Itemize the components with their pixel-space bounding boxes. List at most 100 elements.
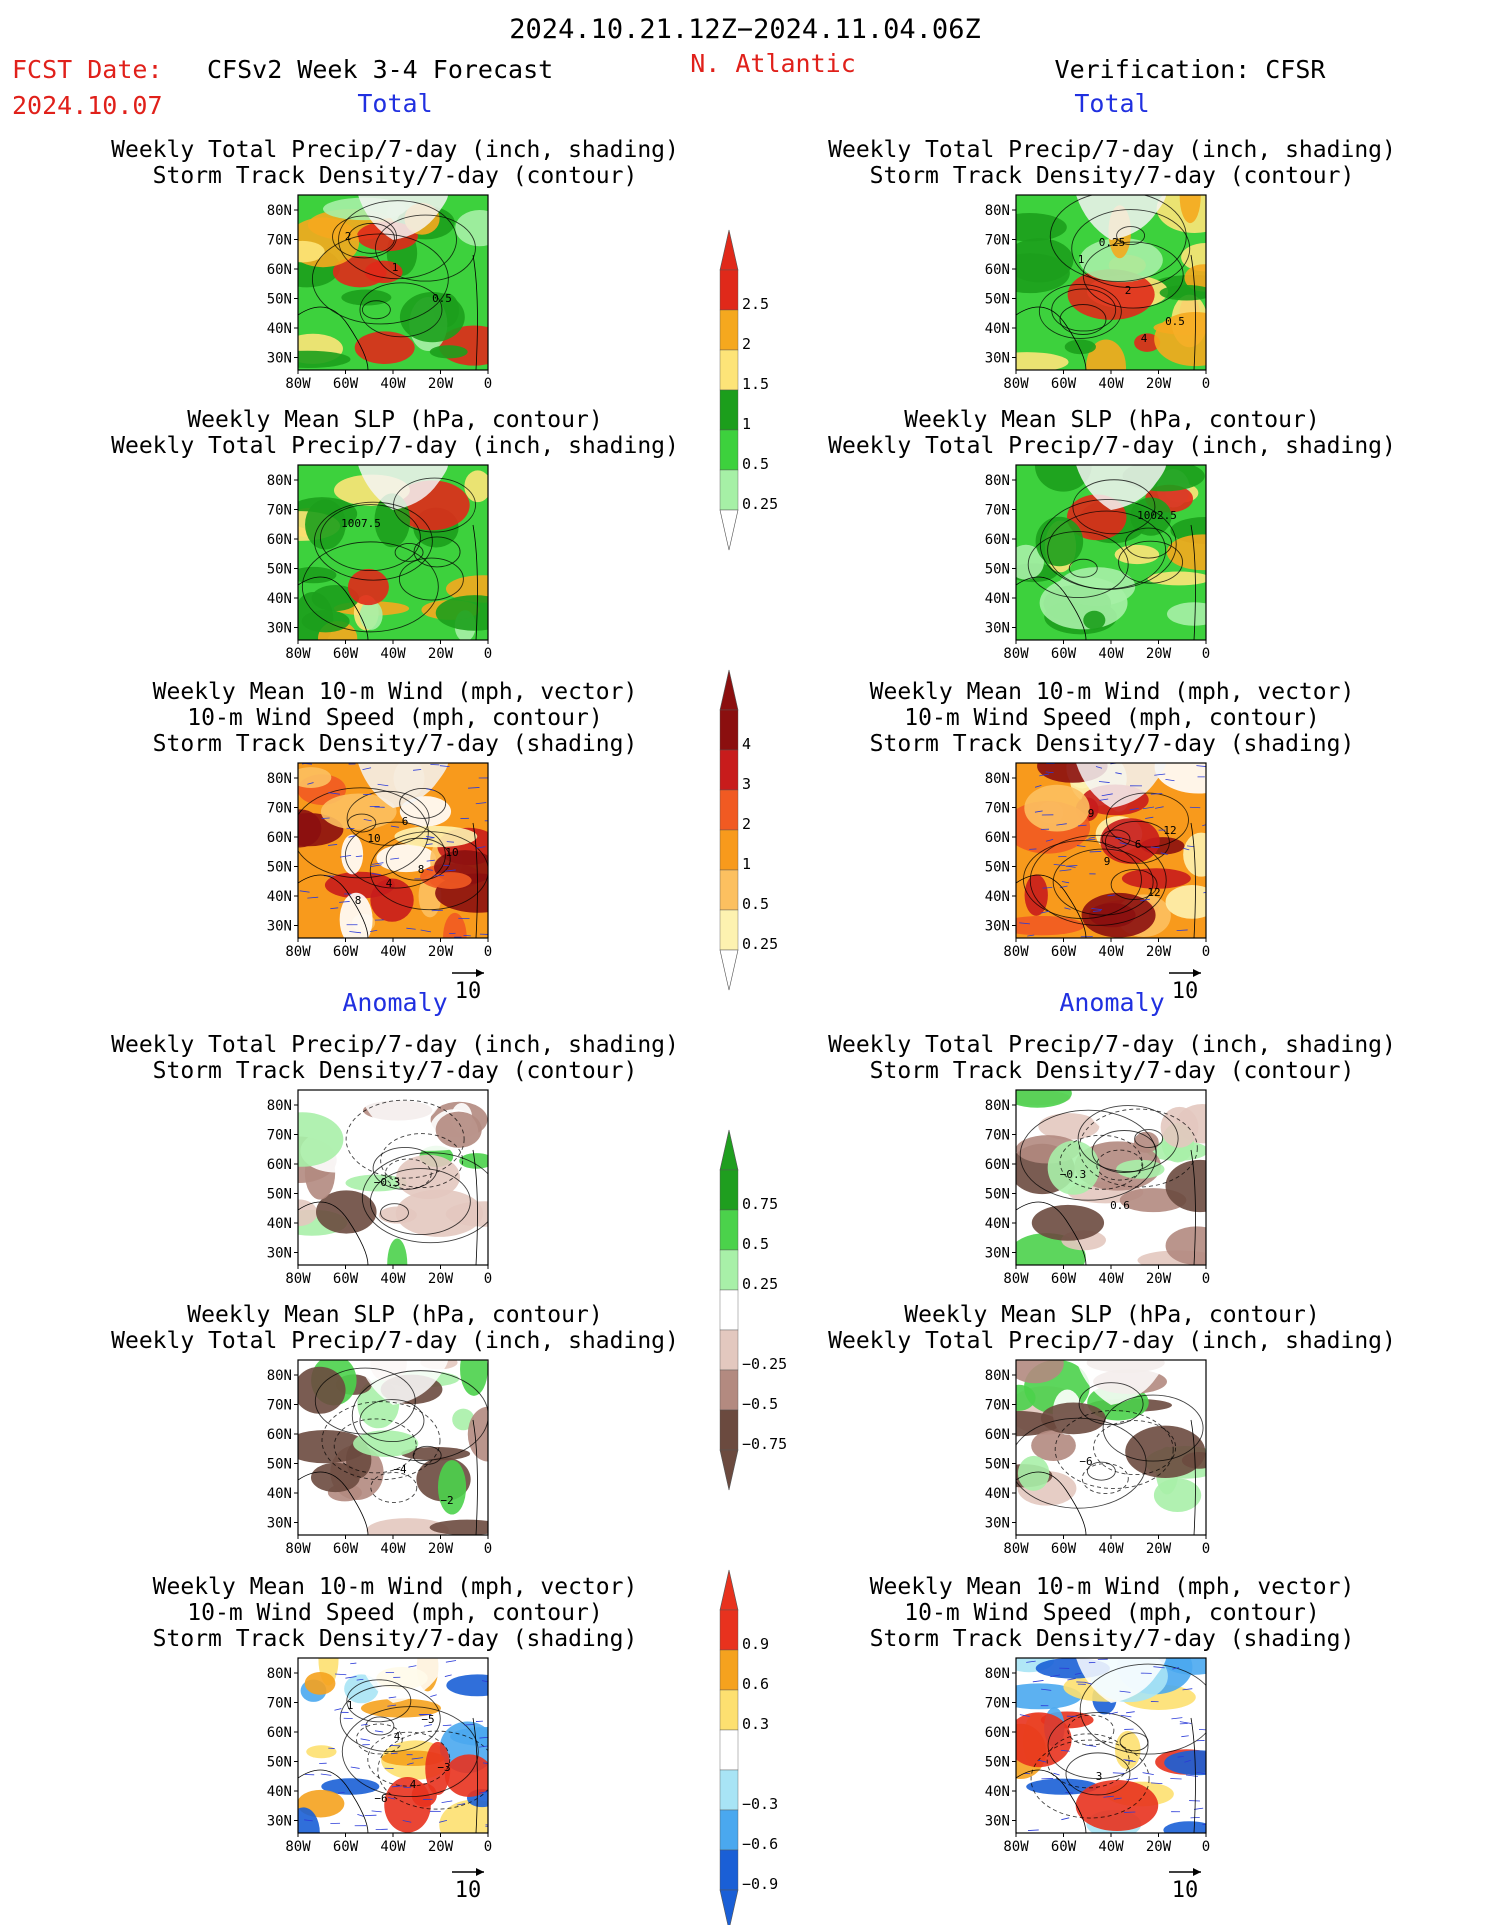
- lat-tick-label: 80N: [985, 1098, 1010, 1114]
- lon-tick-label: 60W: [333, 1541, 359, 1557]
- map-panel-ft2: Weekly Mean SLP (hPa, contour)Weekly Tot…: [111, 407, 679, 662]
- lat-tick-label: 60N: [267, 262, 292, 278]
- map-panel-vt1: Weekly Total Precip/7-day (inch, shading…: [828, 137, 1396, 392]
- vector-reference-label: 10: [1172, 1878, 1199, 1903]
- lat-tick-label: 60N: [985, 532, 1010, 548]
- map-field: −0.3: [298, 1090, 488, 1265]
- map-title: 10-m Wind Speed (mph, contour): [904, 1600, 1319, 1626]
- map-title: Weekly Mean SLP (hPa, contour): [904, 1302, 1319, 1328]
- section-total-left: Total: [357, 89, 432, 118]
- contour-label: −5: [421, 1713, 434, 1726]
- map-title: Weekly Mean 10-m Wind (mph, vector): [153, 679, 638, 705]
- lon-tick-label: 80W: [1003, 1271, 1029, 1287]
- fcst-date-value: 2024.10.07: [12, 91, 163, 120]
- lon-tick-label: 60W: [1051, 944, 1077, 960]
- lat-tick-label: 30N: [985, 1814, 1010, 1830]
- map-title: Storm Track Density/7-day (contour): [870, 163, 1355, 189]
- lon-tick-label: 60W: [1051, 1271, 1077, 1287]
- lat-tick-label: 70N: [267, 503, 292, 519]
- lat-tick-label: 50N: [267, 1457, 292, 1473]
- vector-reference-label: 10: [455, 979, 482, 1004]
- lat-tick-label: 70N: [985, 801, 1010, 817]
- map-panel-fa2: Weekly Mean SLP (hPa, contour)Weekly Tot…: [111, 1302, 679, 1557]
- lat-tick-label: 60N: [985, 1725, 1010, 1741]
- lon-tick-label: 20W: [428, 376, 454, 392]
- lat-tick-label: 70N: [267, 1128, 292, 1144]
- lon-tick-label: 60W: [333, 376, 359, 392]
- model-title: CFSv2 Week 3-4 Forecast: [207, 55, 553, 84]
- lon-tick-label: 60W: [333, 1271, 359, 1287]
- lon-tick-label: 80W: [285, 646, 311, 662]
- lat-tick-label: 40N: [267, 321, 292, 337]
- map-title: 10-m Wind Speed (mph, contour): [187, 1600, 602, 1626]
- colorbar-tick-label: 0.6: [742, 1675, 769, 1693]
- lat-tick-label: 40N: [267, 1784, 292, 1800]
- map-title: Storm Track Density/7-day (shading): [870, 731, 1355, 757]
- lat-tick-label: 50N: [985, 1457, 1010, 1473]
- lon-tick-label: 20W: [1146, 376, 1172, 392]
- map-title: Storm Track Density/7-day (contour): [870, 1058, 1355, 1084]
- lon-tick-label: 40W: [380, 376, 406, 392]
- section-anomaly-right: Anomaly: [1059, 988, 1164, 1017]
- contour-label: 8: [418, 863, 425, 876]
- colorbar-tick-label: 2: [742, 335, 751, 353]
- lon-tick-label: 40W: [380, 1839, 406, 1855]
- lon-tick-label: 0: [484, 1271, 492, 1287]
- map-title: Weekly Total Precip/7-day (inch, shading…: [111, 1328, 679, 1354]
- lat-tick-label: 50N: [985, 562, 1010, 578]
- map-field: −6: [1016, 1360, 1206, 1535]
- lon-tick-label: 60W: [333, 1839, 359, 1855]
- map-title: Storm Track Density/7-day (contour): [153, 1058, 638, 1084]
- contour-label: 10: [367, 832, 380, 845]
- map-title: Weekly Total Precip/7-day (inch, shading…: [111, 137, 679, 163]
- vector-reference-label: 10: [455, 1878, 482, 1903]
- lat-tick-label: 50N: [985, 1755, 1010, 1771]
- contour-label: 1: [392, 261, 399, 274]
- lat-tick-label: 40N: [267, 591, 292, 607]
- lat-tick-label: 30N: [985, 919, 1010, 935]
- lon-tick-label: 40W: [1098, 1271, 1124, 1287]
- map-panel-ft3: Weekly Mean 10-m Wind (mph, vector)10-m …: [153, 679, 638, 960]
- lon-tick-label: 0: [1202, 1839, 1210, 1855]
- map-title: Weekly Mean 10-m Wind (mph, vector): [153, 1574, 638, 1600]
- map-field: 1007.5: [298, 465, 488, 640]
- lat-tick-label: 40N: [985, 889, 1010, 905]
- contour-label: 4: [410, 1778, 417, 1791]
- lat-tick-label: 50N: [985, 292, 1010, 308]
- lat-tick-label: 60N: [267, 1725, 292, 1741]
- map-field: −4 −2: [298, 1360, 488, 1535]
- map-panel-ft1: Weekly Total Precip/7-day (inch, shading…: [111, 137, 679, 392]
- map-title: 10-m Wind Speed (mph, contour): [904, 705, 1319, 731]
- lat-tick-label: 40N: [267, 889, 292, 905]
- colorbar-tick-label: −0.6: [742, 1835, 778, 1853]
- lat-tick-label: 80N: [985, 771, 1010, 787]
- lon-tick-label: 40W: [1098, 1839, 1124, 1855]
- lat-tick-label: 80N: [267, 1098, 292, 1114]
- lat-tick-label: 80N: [267, 1666, 292, 1682]
- lon-tick-label: 40W: [380, 646, 406, 662]
- colorbar-tick-label: −0.5: [742, 1395, 778, 1413]
- lat-tick-label: 70N: [985, 1398, 1010, 1414]
- contour-label: 4: [1141, 332, 1148, 345]
- contour-label: 0.5: [1165, 315, 1185, 328]
- lon-tick-label: 80W: [285, 376, 311, 392]
- map-title: Storm Track Density/7-day (shading): [153, 1626, 638, 1652]
- contour-label: 12: [1147, 886, 1160, 899]
- contour-label: 2: [1125, 284, 1132, 297]
- colorbar-tick-label: 1.5: [742, 375, 769, 393]
- contour-label: −3: [437, 1761, 450, 1774]
- map-title: Weekly Total Precip/7-day (inch, shading…: [828, 137, 1396, 163]
- contour-label: 9: [1088, 807, 1095, 820]
- map-panel-va1: Weekly Total Precip/7-day (inch, shading…: [828, 1032, 1396, 1287]
- lon-tick-label: 0: [484, 646, 492, 662]
- colorbar-1: 2.5 2 1.5 1 0.5 0.25: [719, 229, 778, 551]
- map-title: Weekly Mean SLP (hPa, contour): [904, 407, 1319, 433]
- lat-tick-label: 60N: [985, 830, 1010, 846]
- contour-label: −2: [440, 1494, 453, 1507]
- map-panel-va3: Weekly Mean 10-m Wind (mph, vector)10-m …: [870, 1574, 1355, 1855]
- contour-label: 6: [1135, 838, 1142, 851]
- contour-label: 9: [1104, 855, 1111, 868]
- colorbar-tick-label: −0.3: [742, 1795, 778, 1813]
- lat-tick-label: 70N: [985, 233, 1010, 249]
